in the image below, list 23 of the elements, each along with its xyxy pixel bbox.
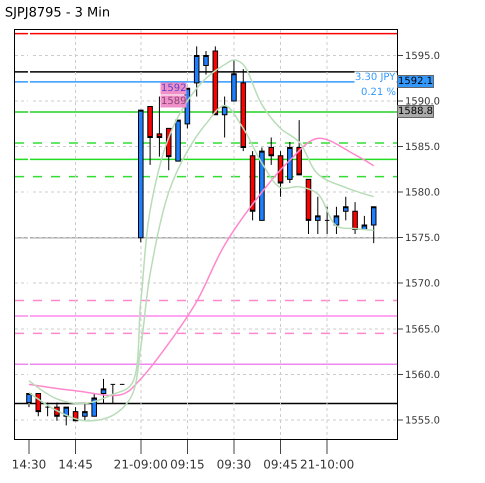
- y-tick-label: 1555.0: [405, 415, 440, 426]
- y-tick-label: 1570.0: [405, 278, 440, 290]
- y-tick-label: 1590.0: [405, 96, 440, 108]
- ref-line-label: 1588.8: [398, 106, 433, 117]
- x-tick-label: 09:15: [170, 457, 205, 472]
- x-tick-label: 09:30: [216, 457, 252, 472]
- chart-title: SJPJ8795 - 3 Min: [4, 5, 110, 20]
- annotation: 3.30 JPY: [355, 72, 396, 83]
- x-tick-label: 14:45: [58, 457, 93, 472]
- annotation: 0.21 %: [361, 87, 396, 98]
- annotation: 1592: [161, 83, 186, 94]
- x-tick-label: 21-09:00: [114, 457, 168, 472]
- x-tick-label: 21-10:00: [300, 457, 354, 472]
- x-tick-label: 14:30: [12, 457, 46, 472]
- y-tick-label: 1595.0: [405, 51, 440, 62]
- x-tick-label: 09:45: [263, 457, 298, 472]
- y-tick-label: 1585.0: [405, 142, 440, 154]
- annotation: 1589: [161, 96, 186, 107]
- y-tick-label: 1565.0: [405, 324, 440, 336]
- y-tick-label: 1575.0: [405, 233, 440, 244]
- ref-line-label: 1592.1: [398, 76, 433, 87]
- y-tick-label: 1580.0: [405, 188, 440, 199]
- y-tick-label: 1560.0: [405, 370, 440, 381]
